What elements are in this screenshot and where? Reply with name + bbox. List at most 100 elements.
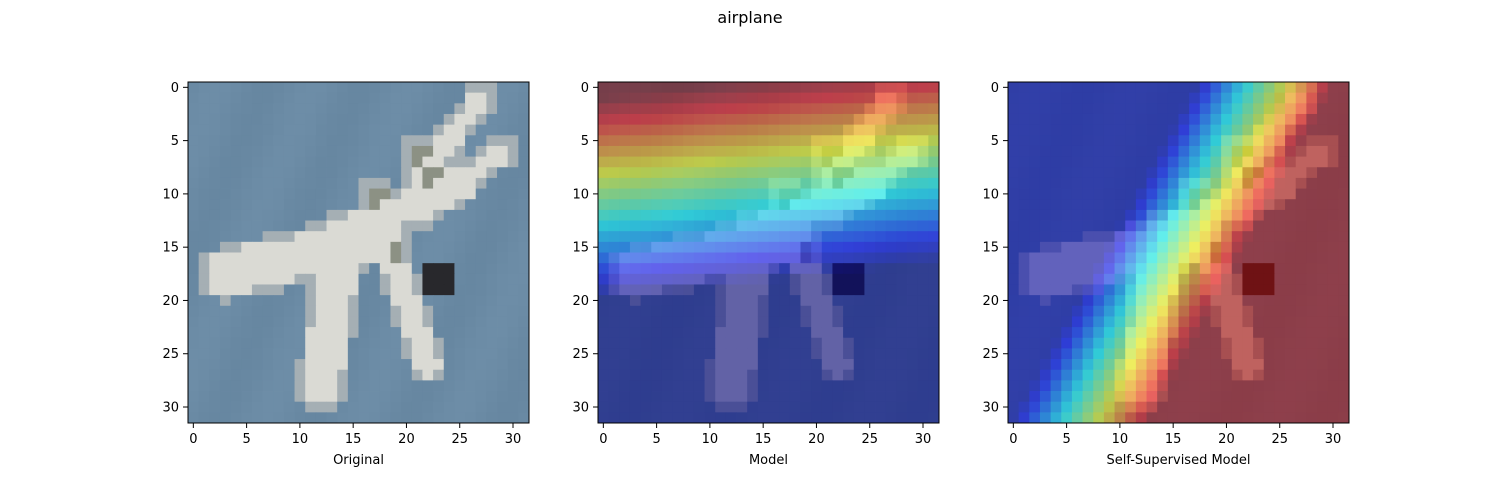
heatmap-cell [832,327,844,339]
heatmap-cell [1274,113,1286,126]
heatmap-cell [326,103,338,115]
heatmap-cell [896,412,908,424]
heatmap-cell [1093,401,1105,413]
heatmap-cell [518,82,530,94]
heatmap-cell [369,199,381,211]
heatmap-cell [608,359,620,371]
heatmap-cell [219,263,232,275]
heatmap-cell [1082,135,1094,147]
heatmap-cell [294,327,306,339]
heatmap-cell [1231,156,1243,168]
heatmap-cell [1114,145,1126,157]
heatmap-cell [598,412,610,424]
heatmap-cell [917,145,929,157]
heatmap-cell [294,412,306,424]
heatmap-cell [693,348,705,360]
heatmap-cell [1317,241,1329,253]
heatmap-cell [326,348,338,360]
heatmap-cell [1082,305,1094,317]
heatmap-cell [1157,103,1169,115]
heatmap-cell [821,337,833,349]
heatmap-cell [832,369,844,381]
heatmap-cell [230,241,242,253]
heatmap-cell [1221,103,1233,115]
heatmap-cell [1221,305,1233,317]
heatmap-cell [1242,273,1254,285]
heatmap-cell [661,209,673,221]
heatmap-cell [875,177,887,189]
heatmap-cell [928,231,940,243]
heatmap-cell [1306,209,1318,221]
heatmap-cell [875,295,887,307]
heatmap-cell [811,348,823,360]
heatmap-cell [315,124,327,136]
heatmap-cell [219,327,232,339]
heatmap-cell [1103,167,1115,179]
heatmap-cell [853,177,865,189]
heatmap-cell [917,209,929,221]
heatmap-cell [241,252,253,264]
heatmap-cell [843,167,855,179]
heatmap-cell [209,348,221,360]
heatmap-cell [1050,188,1062,200]
heatmap-cell [369,177,381,189]
heatmap-cell [1125,348,1137,360]
heatmap-cell [305,263,317,275]
heatmap-cell [251,252,263,264]
heatmap-cell [1231,113,1243,126]
heatmap-cell [454,113,466,126]
heatmap-cell [283,241,295,253]
heatmap-cell [907,348,919,360]
heatmap-cell [188,92,200,104]
heatmap-cell [1008,156,1020,168]
heatmap-cell [800,316,812,328]
heatmap-cell [1306,316,1318,328]
heatmap-cell [598,380,610,392]
heatmap-cell [198,337,210,349]
heatmap-cell [896,177,908,189]
heatmap-cell [661,156,673,168]
heatmap-cell [1135,273,1147,285]
heatmap-cell [347,220,359,232]
heatmap-cell [369,113,381,126]
heatmap-cell [747,369,759,381]
heatmap-cell [917,327,929,339]
heatmap-cell [747,316,759,328]
heatmap-cell [896,337,908,349]
heatmap-cell [693,327,705,339]
heatmap-cell [661,337,673,349]
heatmap-cell [1157,295,1169,307]
heatmap-cell [1157,220,1169,232]
heatmap-cell [507,113,519,126]
heatmap-cell [379,337,391,349]
heatmap-cell [1317,401,1329,413]
heatmap-cell [209,252,221,264]
heatmap-cell [1008,284,1020,296]
heatmap-cell [1210,188,1222,200]
heatmap-cell [209,231,221,243]
heatmap-cell [1263,199,1275,211]
heatmap-cell [401,391,413,403]
heatmap-cell [347,348,359,360]
heatmap-cell [1082,401,1094,413]
heatmap-cell [875,220,887,232]
heatmap-cell [1071,305,1083,317]
heatmap-cell [188,380,200,392]
heatmap-cell [1018,167,1030,179]
heatmap-cell [757,295,769,307]
heatmap-cell [736,103,748,115]
heatmap-cell [219,156,232,168]
heatmap-cell [1221,113,1233,126]
heatmap-cell [907,337,919,349]
heatmap-cell [928,305,940,317]
heatmap-cell [1082,103,1094,115]
heatmap-cell [896,327,908,339]
heatmap-cell [1071,295,1083,307]
x-tick-label: 20 [398,432,415,447]
heatmap-cell [928,295,940,307]
heatmap-cell [1114,241,1126,253]
heatmap-cell [1018,92,1030,104]
heatmap-cell [1135,295,1147,307]
heatmap-cell [640,252,652,264]
heatmap-cell [454,273,466,285]
